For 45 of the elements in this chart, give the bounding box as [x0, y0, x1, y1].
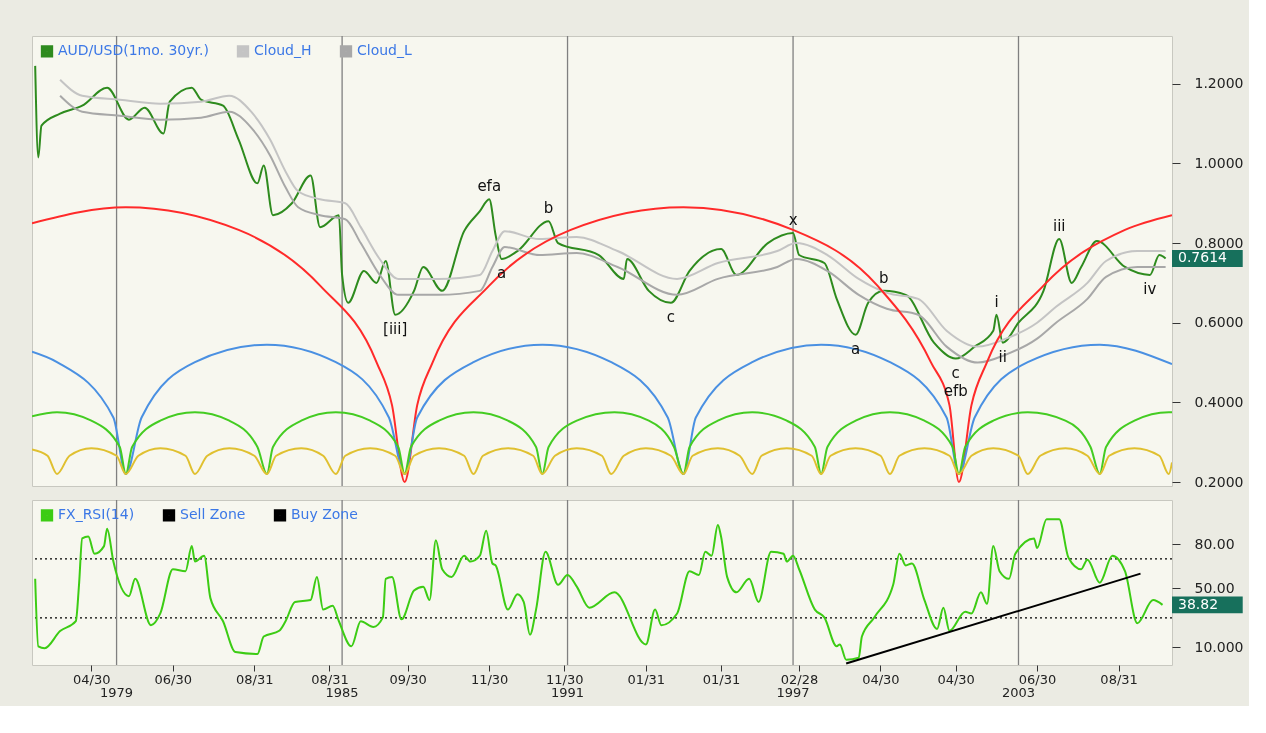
annotation: iii [1052, 217, 1066, 236]
legend-label: Sell Zone [180, 506, 246, 523]
y-tick-label: 1.0000 [1194, 154, 1244, 171]
x-tick-label: 08/31 [236, 671, 274, 687]
x-tick-label: 11/30 [546, 671, 584, 687]
y-tick-label: 80.00 [1194, 535, 1235, 552]
annotation: 38.82 [1178, 595, 1219, 612]
x-tick-label: 06/30 [154, 671, 192, 687]
legend-label: Cloud_H [254, 42, 312, 59]
y-tick-label: 0.6000 [1194, 314, 1244, 331]
annotation: ii [998, 347, 1007, 366]
x-tick-label: 04/30 [862, 671, 900, 687]
x-tick-label: 01/31 [702, 671, 741, 687]
x-tick-label: 08/31 [1100, 671, 1138, 687]
y-tick-label: 0.8000 [1194, 234, 1244, 251]
x-tick-label: 06/30 [1018, 671, 1057, 687]
y-tick-label: 0.4000 [1194, 393, 1244, 410]
annotation: iv [1143, 279, 1157, 298]
ref-line-label: 1979 [100, 685, 134, 700]
y-tick-label: 0.2000 [1194, 473, 1244, 490]
x-tick-label: 04/30 [73, 671, 111, 687]
annotation: x [788, 211, 798, 230]
x-tick-label: 08/31 [311, 671, 349, 687]
x-tick-label: 11/30 [470, 671, 509, 687]
annotation: c [666, 307, 675, 326]
y-tick-label: 1.2000 [1194, 75, 1244, 92]
ref-line-label: 2003 [1001, 685, 1036, 700]
annotation: 0.7614 [1178, 249, 1228, 266]
x-tick-label: 01/31 [627, 671, 666, 687]
ref-line-label: 1985 [325, 685, 359, 700]
ref-line-label: 1997 [776, 685, 810, 700]
annotation: [iii] [383, 319, 408, 338]
annotation: b [878, 268, 889, 287]
annotation: efa [477, 177, 502, 196]
x-tick-label: 09/30 [389, 671, 427, 687]
annotation: c [951, 363, 960, 382]
y-tick-label: 10.000 [1194, 638, 1244, 655]
x-tick-label: 04/30 [937, 671, 975, 687]
legend-label: Cloud_L [357, 42, 412, 59]
annotation: i [994, 292, 999, 311]
annotation: b [543, 199, 554, 218]
x-tick-label: 02/28 [780, 671, 819, 687]
legend-label: Buy Zone [291, 506, 358, 523]
y-tick-label: 50.00 [1194, 579, 1235, 596]
ref-line-label: 1991 [550, 685, 585, 700]
